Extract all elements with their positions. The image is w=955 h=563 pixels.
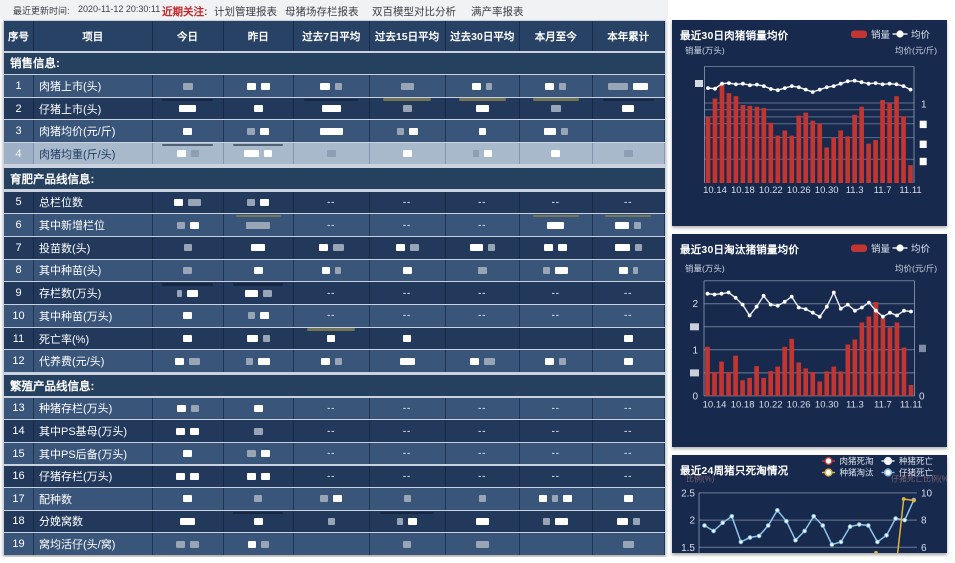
svg-text:1: 1 [921, 100, 927, 111]
svg-text:10.26: 10.26 [787, 185, 811, 196]
svg-text:肉猪死淘: 肉猪死淘 [840, 456, 874, 466]
svg-text:销量(万头): 销量(万头) [685, 46, 725, 56]
svg-text:11.7: 11.7 [874, 399, 892, 410]
svg-text:11.7: 11.7 [874, 185, 892, 196]
svg-text:仔猪死亡比例(%): 仔猪死亡比例(%) [891, 474, 947, 484]
svg-text:均价(元/斤): 均价(元/斤) [895, 263, 937, 273]
svg-text:均价(元/斤): 均价(元/斤) [895, 46, 937, 56]
svg-text:10.22: 10.22 [759, 399, 783, 410]
svg-text:2: 2 [689, 516, 695, 527]
svg-text:销量(万头): 销量(万头) [685, 263, 725, 273]
svg-text:10.18: 10.18 [731, 399, 755, 410]
svg-text:11.11: 11.11 [900, 399, 922, 410]
svg-text:10.14: 10.14 [703, 399, 727, 410]
svg-text:11.11: 11.11 [899, 185, 921, 196]
svg-text:10.14: 10.14 [703, 185, 727, 196]
svg-text:11.3: 11.3 [846, 399, 864, 410]
svg-text:10.30: 10.30 [815, 185, 839, 196]
svg-text:2: 2 [692, 299, 698, 310]
svg-text:仔猪死亡: 仔猪死亡 [899, 468, 934, 478]
svg-text:11.3: 11.3 [846, 185, 864, 196]
svg-text:10.26: 10.26 [787, 399, 811, 410]
svg-text:6: 6 [921, 543, 927, 553]
svg-text:比例(%): 比例(%) [686, 474, 715, 484]
svg-text:销量: 销量 [871, 243, 891, 255]
svg-text:1: 1 [692, 345, 698, 356]
svg-text:10.22: 10.22 [759, 185, 783, 196]
svg-text:10.18: 10.18 [731, 185, 755, 196]
svg-text:0: 0 [919, 391, 925, 402]
svg-text:8: 8 [921, 516, 927, 527]
svg-text:均价: 均价 [911, 29, 931, 41]
svg-text:销量: 销量 [871, 29, 891, 41]
svg-text:0: 0 [692, 391, 698, 402]
svg-text:种猪淘汰: 种猪淘汰 [840, 468, 875, 478]
svg-text:2.5: 2.5 [681, 488, 695, 499]
svg-text:10: 10 [921, 488, 933, 499]
svg-text:均价: 均价 [911, 243, 931, 255]
svg-text:1.5: 1.5 [681, 543, 695, 553]
svg-text:种猪死亡: 种猪死亡 [899, 456, 934, 466]
svg-text:10.30: 10.30 [815, 399, 839, 410]
